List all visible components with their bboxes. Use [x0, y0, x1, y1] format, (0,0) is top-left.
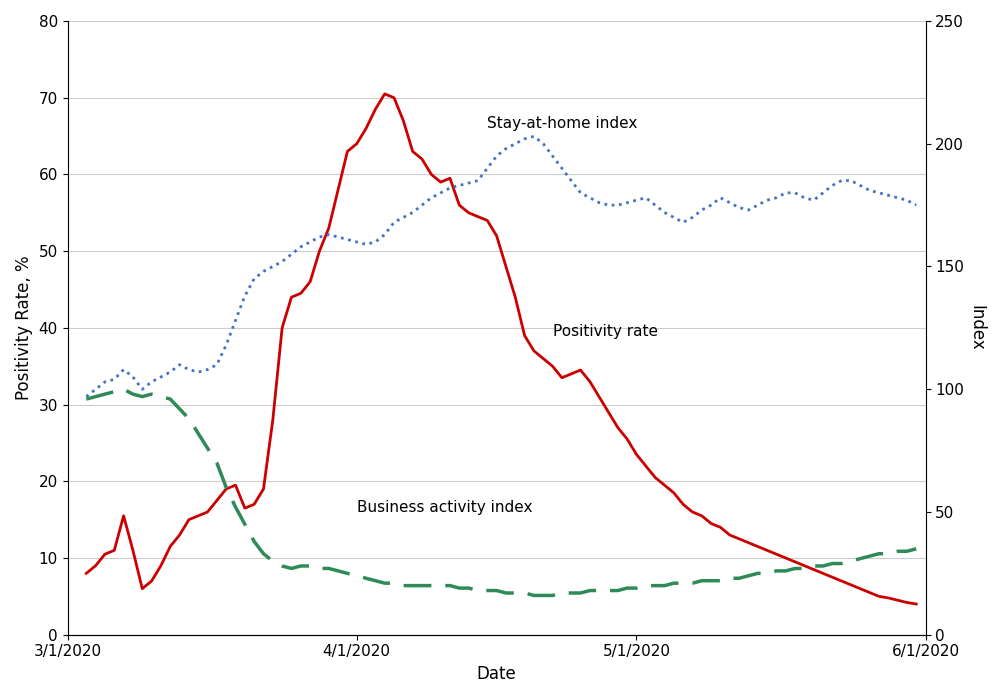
Text: Business activity index: Business activity index [357, 500, 532, 515]
Y-axis label: Positivity Rate, %: Positivity Rate, % [15, 255, 33, 400]
Text: Positivity rate: Positivity rate [553, 324, 658, 339]
Y-axis label: Index: Index [967, 305, 985, 350]
X-axis label: Date: Date [477, 665, 516, 683]
Text: Stay-at-home index: Stay-at-home index [487, 117, 638, 131]
